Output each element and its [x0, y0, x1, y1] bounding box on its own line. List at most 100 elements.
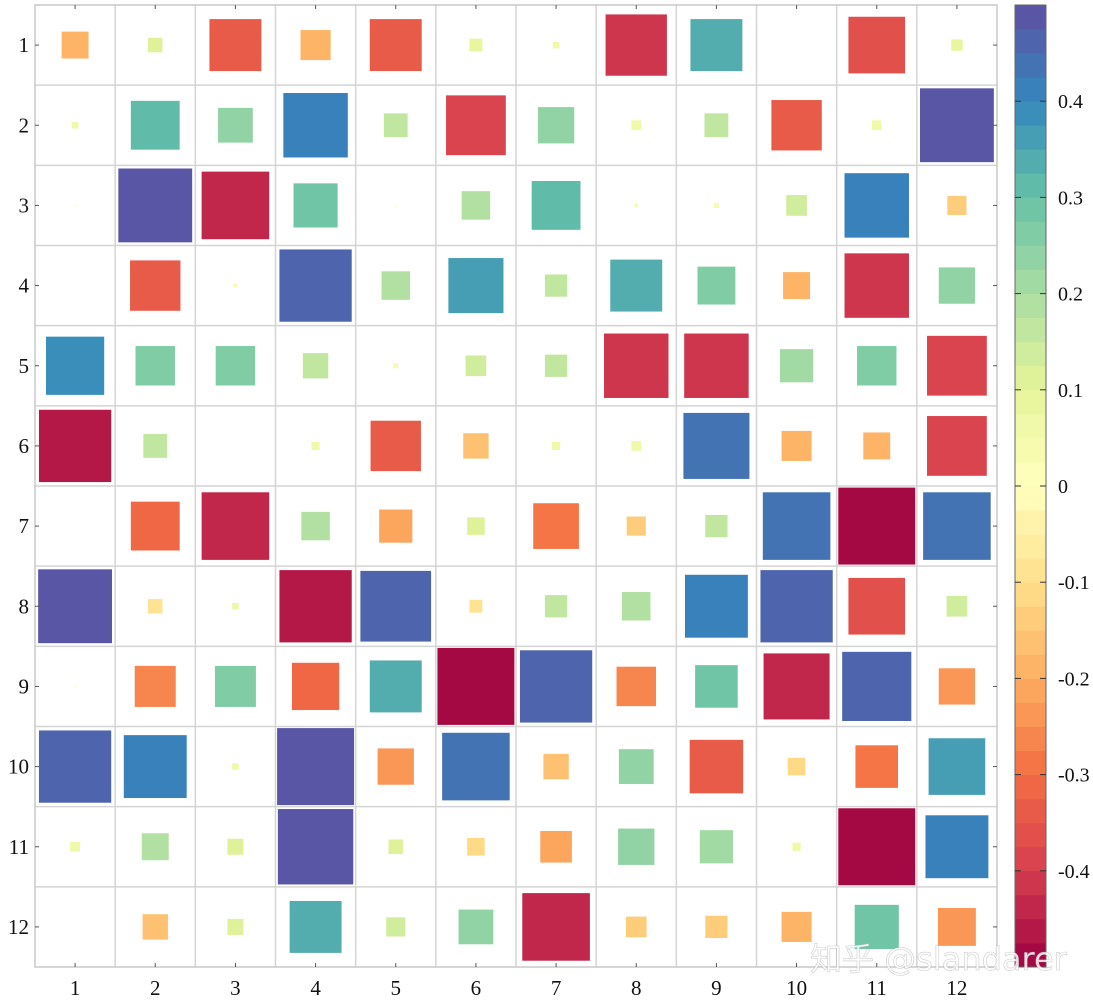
colorbar-tick-label: 0.2 — [1058, 284, 1083, 306]
heatmap-cell — [460, 189, 492, 221]
heatmap-cell — [550, 440, 562, 452]
heatmap-cell — [69, 840, 82, 853]
colorbar-tick-label: 0.1 — [1058, 380, 1083, 402]
heatmap-cell — [359, 569, 433, 643]
heatmap-cell — [950, 38, 964, 52]
heatmap-cell — [465, 516, 486, 537]
heatmap-cell — [214, 344, 257, 387]
heatmap-cell — [468, 598, 484, 614]
heatmap-cell — [117, 167, 194, 244]
heatmap-cell — [602, 332, 670, 400]
heatmap-cell — [937, 266, 977, 305]
heatmap-cell — [837, 486, 917, 566]
heatmap-cell — [140, 832, 170, 862]
watermark-text: 知乎 @slandarer — [810, 940, 1068, 978]
colorbar-segment — [1015, 389, 1046, 415]
heatmap-cell — [786, 756, 807, 777]
colorbar-segment — [1015, 29, 1046, 54]
heatmap-cell — [532, 502, 581, 551]
colorbar-tick-label: 0 — [1058, 476, 1068, 498]
heatmap-cell — [778, 347, 815, 384]
heatmap-cell — [925, 334, 988, 397]
heatmap-cell — [70, 120, 80, 130]
heatmap-cell — [384, 916, 407, 938]
heatmap-cell — [616, 827, 656, 867]
heatmap-cell — [122, 733, 188, 800]
colorbar-segment — [1015, 606, 1046, 631]
heatmap-cell — [464, 354, 488, 378]
colorbar-segment — [1015, 846, 1046, 872]
colorbar-segment — [1015, 125, 1046, 150]
heatmap-cell — [380, 270, 412, 302]
heatmap-cell — [290, 661, 341, 712]
heatmap-cell — [759, 568, 834, 644]
heatmap-cell — [698, 828, 735, 865]
colorbar-tick-label: 0.4 — [1058, 91, 1083, 113]
x-tick-label: 11 — [867, 976, 887, 1000]
heatmap-cell — [72, 203, 78, 208]
y-tick-label: 9 — [19, 674, 30, 698]
heatmap-cell — [630, 439, 643, 452]
x-tick-label: 2 — [150, 976, 161, 1000]
heatmap-cell — [536, 105, 576, 145]
heatmap-cell — [278, 248, 353, 323]
heatmap-cell — [468, 37, 484, 53]
heatmap-cell — [609, 258, 664, 313]
y-tick-label: 12 — [8, 915, 29, 939]
x-tick-label: 3 — [230, 976, 241, 1000]
colorbar-segment — [1015, 870, 1046, 896]
heatmap-cell — [936, 906, 978, 948]
heatmap-cell — [791, 841, 802, 853]
heatmap-cell — [693, 663, 739, 709]
heatmap-cell — [393, 203, 398, 208]
colorbar-tick-label: 0.3 — [1058, 187, 1083, 209]
heatmap-cell — [440, 731, 511, 802]
heatmap-cell — [387, 838, 405, 856]
heatmap-cell — [141, 913, 170, 941]
heatmap-grid — [35, 5, 997, 967]
heatmap-cell — [780, 429, 813, 463]
heatmap-cell — [129, 500, 181, 552]
heatmap-cell — [615, 665, 658, 708]
heatmap-cell — [551, 40, 561, 50]
x-tick-label: 7 — [551, 976, 562, 1000]
heatmap-cell — [299, 28, 332, 62]
heatmap-cell — [230, 601, 240, 611]
heatmap-cell — [542, 752, 570, 781]
colorbar-segment — [1015, 5, 1046, 30]
heatmap-cell — [543, 593, 569, 619]
heatmap-cell — [712, 201, 721, 210]
heatmap-cell — [216, 106, 255, 144]
colorbar-segment — [1015, 197, 1046, 222]
heatmap-cell — [843, 171, 911, 239]
heatmap-cell — [689, 17, 744, 73]
colorbar-segment — [1015, 221, 1046, 246]
colorbar-segment — [1015, 942, 1046, 968]
heatmap-cell — [870, 119, 883, 132]
x-tick-label: 5 — [391, 976, 402, 1000]
colorbar-segment — [1015, 317, 1046, 343]
heatmap-cell — [444, 94, 507, 157]
heatmap-cell — [785, 193, 809, 217]
x-axis-ticks: 1 2 3 4 5 6 7 8 9 10 11 12 — [70, 5, 967, 1000]
x-tick-label: 12 — [946, 976, 967, 1000]
heatmap-cell — [617, 748, 655, 786]
colorbar-segment — [1015, 53, 1046, 78]
heatmap-cell — [36, 568, 114, 645]
heatmap-cell — [230, 762, 240, 772]
colorbar-segment — [1015, 245, 1046, 270]
heatmap-cell — [368, 659, 423, 714]
y-tick-label: 3 — [19, 193, 30, 217]
colorbar-segment — [1015, 774, 1046, 800]
heatmap-cell — [369, 419, 423, 473]
heatmap-cell — [200, 170, 271, 241]
heatmap-cell — [292, 182, 339, 229]
heatmap-cell — [37, 408, 113, 484]
colorbar-segment — [1015, 678, 1046, 703]
colorbar-segment — [1015, 750, 1046, 775]
colorbar-segment — [1015, 534, 1046, 559]
heatmap-cell — [457, 908, 495, 946]
y-tick-label: 5 — [19, 354, 30, 378]
colorbar-segment — [1015, 510, 1046, 535]
heatmap-cell — [376, 747, 416, 786]
